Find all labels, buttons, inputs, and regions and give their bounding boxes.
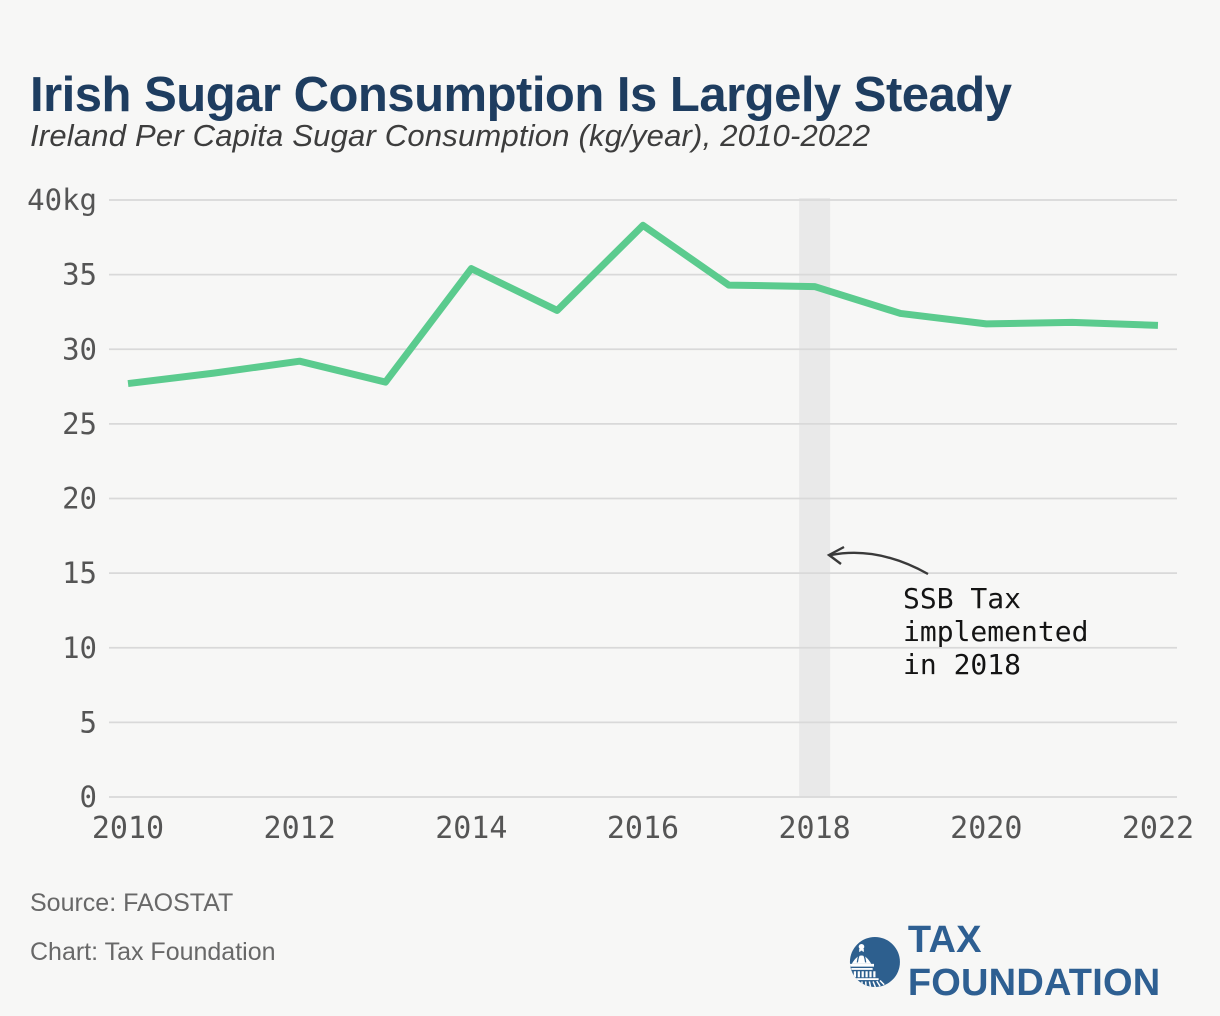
x-tick-label: 2012 — [264, 811, 336, 846]
x-tick-label: 2010 — [92, 811, 164, 846]
page-subtitle: Ireland Per Capita Sugar Consumption (kg… — [30, 118, 871, 153]
y-tick-label: 25 — [62, 407, 97, 441]
credit-text: Chart: Tax Foundation — [30, 938, 276, 966]
annotation-line: in 2018 — [903, 648, 1022, 681]
annotation-arrow — [830, 551, 929, 576]
x-tick-label: 2014 — [435, 811, 507, 846]
highlight-band-2018 — [799, 198, 831, 797]
y-tick-label: 0 — [80, 780, 97, 814]
capitol-dome-icon — [849, 936, 900, 988]
annotation-arrowhead — [826, 545, 845, 565]
y-tick-label: 35 — [62, 258, 97, 292]
x-tick-label: 2018 — [779, 811, 851, 846]
consumption-line — [127, 221, 1159, 388]
y-tick-label: 15 — [62, 556, 97, 590]
y-tick-label: 10 — [62, 631, 97, 665]
logo-text: TAX FOUNDATION — [907, 919, 1161, 1004]
x-tick-label: 2016 — [607, 811, 679, 846]
annotation-line: SSB Tax — [903, 582, 1022, 615]
annotation-ssb-tax: SSB Tax implemented in 2018 — [903, 582, 1088, 681]
source-text: Source: FAOSTAT — [30, 889, 234, 917]
tax-foundation-logo: TAX FOUNDATION — [849, 919, 1220, 1004]
y-tick-label: 30 — [62, 332, 97, 366]
y-tick-label: 5 — [80, 705, 97, 739]
annotation-line: implemented — [903, 615, 1089, 648]
page-title: Irish Sugar Consumption Is Largely Stead… — [30, 67, 1012, 122]
y-tick-label: 20 — [62, 482, 97, 516]
y-tick-label: 40kg — [27, 183, 97, 217]
x-tick-label: 2022 — [1122, 811, 1194, 846]
x-tick-label: 2020 — [950, 811, 1022, 846]
